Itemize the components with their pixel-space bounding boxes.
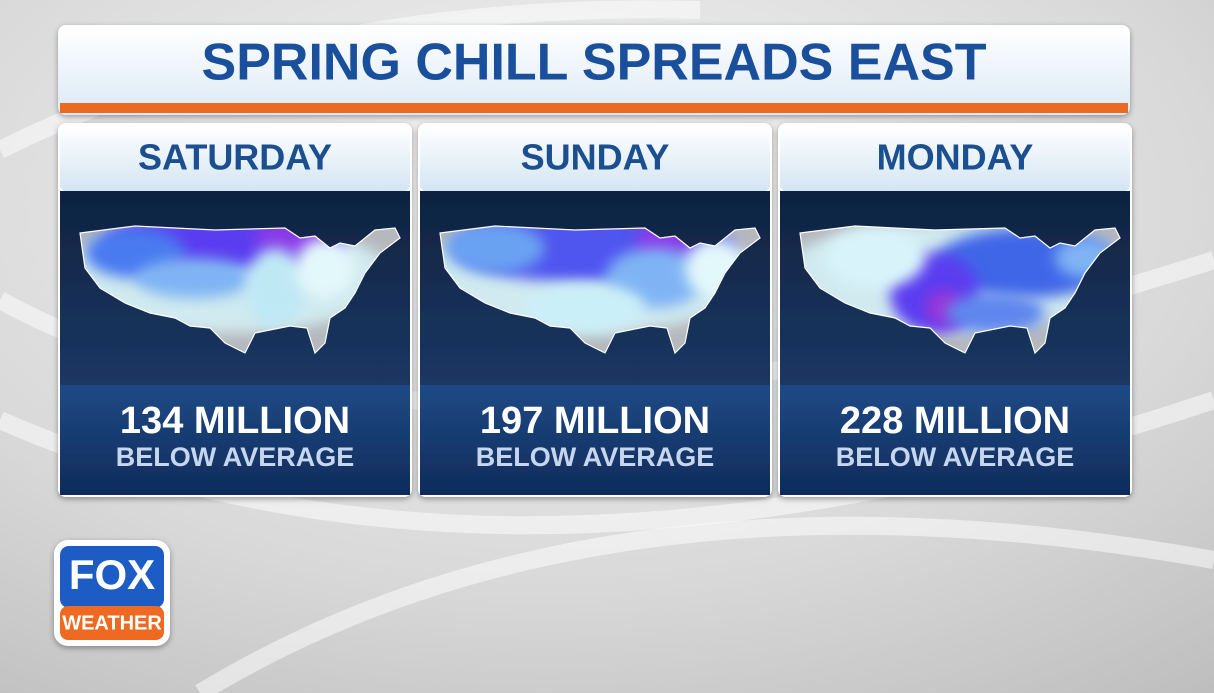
title: SPRING CHILL SPREADS EAST: [202, 34, 987, 92]
logo-fox: FOX: [69, 551, 155, 598]
title-accent: [60, 103, 1128, 113]
day-label: MONDAY: [877, 137, 1034, 178]
day-label: SATURDAY: [138, 137, 332, 178]
cold-area: [80, 226, 395, 333]
cold-area: [440, 226, 755, 333]
cold-blob: [245, 248, 305, 328]
us-map: [79, 225, 401, 354]
title-bar: [58, 25, 1130, 115]
title-box: [58, 25, 1130, 115]
us-map: [439, 225, 761, 354]
logo-top: [60, 546, 164, 608]
cold-blob: [135, 258, 255, 298]
panel-number-area: [420, 385, 770, 495]
people-count: 228 MILLION: [840, 400, 1070, 442]
panel-number-area: [60, 385, 410, 495]
logo-bottom: [60, 606, 164, 640]
logo-weather: WEATHER: [62, 612, 162, 634]
logo: [54, 540, 170, 646]
people-count: 134 MILLION: [120, 400, 350, 442]
cold-blob: [945, 293, 1045, 333]
count-caption: BELOW AVERAGE: [836, 442, 1075, 472]
cold-blob: [825, 228, 925, 288]
count-caption: BELOW AVERAGE: [116, 442, 355, 472]
count-caption: BELOW AVERAGE: [476, 442, 715, 472]
cold-blob: [525, 283, 645, 333]
panel-header: [780, 125, 1130, 191]
cold-blob: [445, 226, 545, 273]
panel-number-area: [780, 385, 1130, 495]
panel-header: [420, 125, 770, 191]
day-label: SUNDAY: [521, 137, 670, 178]
panel-header: [60, 125, 410, 191]
people-count: 197 MILLION: [480, 400, 710, 442]
cold-blob: [295, 238, 355, 298]
